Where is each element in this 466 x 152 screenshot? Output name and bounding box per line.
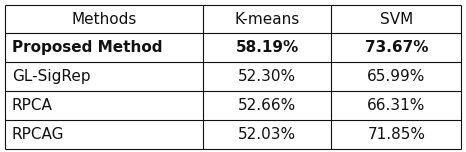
Text: RPCAG: RPCAG xyxy=(12,127,64,142)
Text: Methods: Methods xyxy=(71,12,137,26)
Text: GL-SigRep: GL-SigRep xyxy=(12,69,90,84)
Text: K-means: K-means xyxy=(234,12,300,26)
Text: 65.99%: 65.99% xyxy=(367,69,425,84)
Text: SVM: SVM xyxy=(380,12,413,26)
Text: Proposed Method: Proposed Method xyxy=(12,40,162,55)
Text: 58.19%: 58.19% xyxy=(236,40,299,55)
Text: 52.03%: 52.03% xyxy=(238,127,296,142)
Text: 52.30%: 52.30% xyxy=(238,69,296,84)
Text: 52.66%: 52.66% xyxy=(238,98,296,113)
Text: 66.31%: 66.31% xyxy=(367,98,425,113)
Text: RPCA: RPCA xyxy=(12,98,53,113)
Text: 73.67%: 73.67% xyxy=(364,40,428,55)
Text: 71.85%: 71.85% xyxy=(367,127,425,142)
